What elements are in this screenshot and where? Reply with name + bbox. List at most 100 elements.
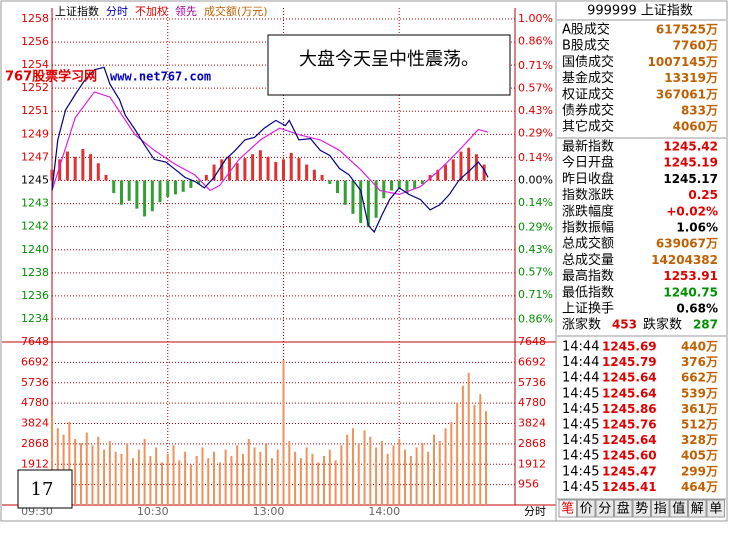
- header-item: 上证指数: [55, 4, 99, 18]
- trade-price: 1245.76: [602, 418, 657, 432]
- stat-label: 今日开盘: [562, 155, 614, 171]
- strength-bar: [397, 180, 401, 190]
- stat-label: 总成交量: [562, 252, 614, 268]
- tab-label[interactable]: 盘: [617, 501, 630, 517]
- stat-value: 1240.75: [663, 285, 718, 299]
- tab-label[interactable]: 单: [709, 502, 722, 517]
- strength-bar: [444, 164, 448, 181]
- y2-tick-label: 0.00%: [518, 174, 553, 187]
- y-tick-label: 1251: [21, 104, 49, 117]
- y-tick-label: 4780: [518, 396, 546, 409]
- turnover-label: 债券成交: [562, 103, 614, 119]
- volume-bar: [294, 451, 297, 505]
- turnover-label: 其它成交: [562, 119, 614, 135]
- volume-bar: [149, 455, 152, 505]
- volume-bar: [97, 436, 100, 505]
- volume-bar: [432, 434, 435, 505]
- turnover-value: 13319万: [664, 71, 718, 85]
- y-tick-label: 1236: [21, 289, 49, 302]
- y-tick-label: 2868: [21, 437, 49, 450]
- slide-number-box: [17, 469, 73, 509]
- tab[interactable]: [558, 499, 577, 518]
- turnover-value: 833万: [681, 104, 718, 118]
- volume-bar: [91, 445, 94, 505]
- volume-bar: [363, 430, 366, 505]
- tab[interactable]: [706, 499, 725, 518]
- volume-bar: [438, 441, 441, 505]
- tab-label[interactable]: 笔: [561, 501, 574, 517]
- y-tick-label: 1238: [21, 266, 49, 279]
- volume-bar: [415, 447, 418, 505]
- volume-bar: [392, 445, 395, 505]
- stat-label: 最低指数: [562, 285, 614, 300]
- tab[interactable]: [669, 499, 688, 518]
- volume-bar: [357, 443, 360, 505]
- tab[interactable]: [651, 499, 670, 518]
- volume-bar: [207, 458, 210, 505]
- y2-tick-label: 0.29%: [518, 127, 553, 140]
- strength-bar: [374, 180, 378, 218]
- y-tick-label: 1912: [518, 457, 546, 470]
- tab-label[interactable]: 势: [635, 501, 648, 517]
- volume-bar: [427, 451, 430, 505]
- strength-bar: [158, 180, 162, 203]
- trade-volume: 539万: [681, 386, 718, 400]
- strength-bar: [119, 180, 123, 205]
- strength-bar: [96, 163, 100, 181]
- tab[interactable]: [632, 499, 651, 518]
- tab-label[interactable]: 价: [580, 502, 593, 517]
- volume-bar: [160, 462, 163, 505]
- strength-bar: [312, 169, 316, 181]
- y-tick-label: 1252: [21, 81, 49, 94]
- y2-tick-label: 0.43%: [518, 104, 553, 117]
- volume-bar: [230, 455, 233, 505]
- y-tick-label: 1249: [21, 127, 49, 140]
- volume-bar: [201, 447, 204, 505]
- y-tick-label: 1912: [21, 457, 49, 470]
- turnover-label: 国债成交: [562, 54, 614, 70]
- stat-value: 639067万: [656, 237, 718, 251]
- y2-tick-label: 0.14%: [518, 196, 553, 209]
- strength-bar: [351, 180, 355, 214]
- y-tick-label: 1242: [21, 220, 49, 233]
- turnover-value: 4060万: [673, 120, 718, 134]
- strength-bar: [359, 180, 363, 223]
- stat-label: 上证换手: [562, 302, 614, 317]
- x-tick-label: 14:00: [368, 505, 400, 518]
- price-line: [51, 66, 489, 234]
- strength-bar: [50, 169, 54, 181]
- trade-time: 14:45: [562, 386, 599, 401]
- strength-bar: [112, 180, 116, 194]
- strength-bar: [189, 180, 193, 188]
- tab-label[interactable]: 值: [672, 501, 685, 517]
- tab[interactable]: [577, 499, 596, 518]
- strength-bar: [451, 159, 455, 181]
- x-tick-label: 13:00: [253, 505, 285, 518]
- strength-bar: [197, 180, 201, 185]
- y-tick-label: 6692: [518, 355, 546, 368]
- annotation-box: [267, 34, 511, 96]
- tab[interactable]: [614, 499, 633, 518]
- stat-label: 指数振幅: [562, 221, 614, 236]
- tab[interactable]: [688, 499, 707, 518]
- volume-bar: [479, 394, 482, 505]
- strength-bar: [305, 164, 309, 181]
- trade-time: 14:44: [562, 371, 599, 386]
- strength-bar: [150, 180, 154, 212]
- y-tick-label: 1240: [21, 243, 49, 256]
- trade-volume: 464万: [681, 480, 718, 494]
- volume-bar: [68, 421, 71, 505]
- breadth-down-label: 跌家数: [643, 317, 682, 333]
- tab-label[interactable]: 指: [654, 502, 667, 517]
- strength-bar: [251, 154, 255, 181]
- turnover-value: 1007145万: [648, 55, 718, 69]
- tab-label[interactable]: 分: [598, 502, 611, 517]
- trade-volume: 376万: [681, 355, 718, 369]
- y2-tick-label: 0.43%: [518, 243, 553, 256]
- annotation: 大盘今天呈中性震荡。: [299, 49, 479, 70]
- stat-value: 1253.91: [663, 269, 718, 283]
- tab-label[interactable]: 解: [691, 502, 704, 517]
- tab[interactable]: [595, 499, 614, 518]
- strength-bar: [73, 156, 77, 181]
- trade-volume: 405万: [681, 449, 718, 463]
